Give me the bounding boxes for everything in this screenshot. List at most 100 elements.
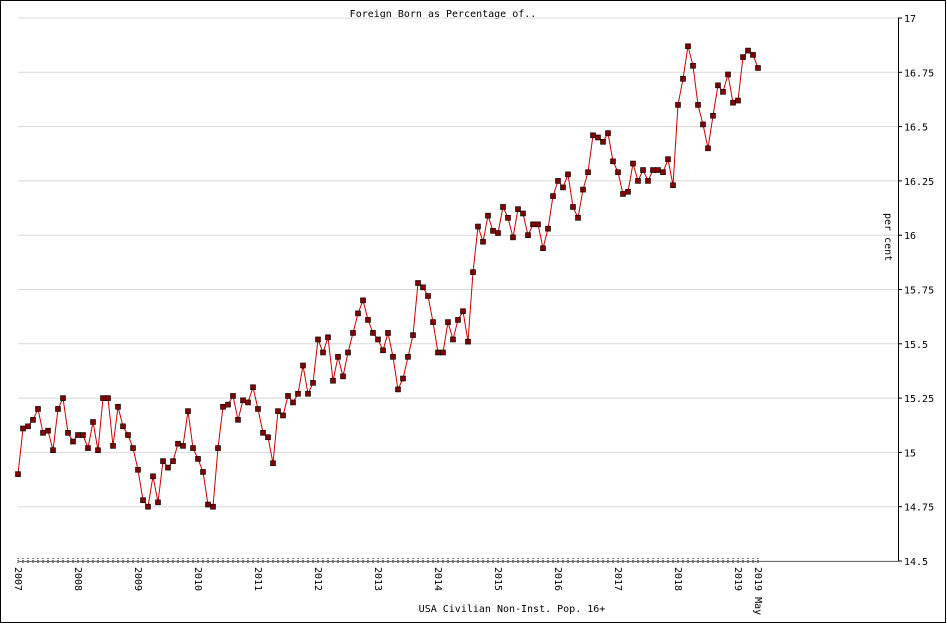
data-point <box>745 47 751 54</box>
data-point <box>705 145 711 152</box>
y-axis-label: per cent <box>882 213 893 261</box>
data-point <box>515 206 521 212</box>
data-point <box>150 473 156 480</box>
data-point <box>570 204 576 210</box>
data-point <box>15 471 21 477</box>
data-point <box>190 445 196 451</box>
data-point <box>645 178 651 184</box>
data-point <box>710 112 716 119</box>
data-point <box>155 499 161 506</box>
x-axis-label: USA Civilian Non-Inst. Pop. 16+ <box>419 604 606 615</box>
data-point <box>260 430 266 436</box>
data-point <box>510 234 516 241</box>
data-point <box>625 188 631 195</box>
data-point <box>530 221 536 228</box>
x-tick-label: 2012 <box>312 567 323 591</box>
data-point <box>320 349 326 356</box>
data-point <box>490 228 496 234</box>
data-point <box>240 397 246 404</box>
x-tick-label: 2007 <box>12 567 23 591</box>
data-point <box>180 443 186 449</box>
data-point <box>360 297 366 304</box>
data-point <box>25 423 31 430</box>
data-point <box>590 132 596 139</box>
data-point <box>610 158 616 165</box>
data-point <box>375 336 381 343</box>
data-point <box>725 71 731 78</box>
data-point <box>670 182 676 189</box>
data-point <box>30 417 36 423</box>
data-point <box>100 395 106 401</box>
data-point <box>130 445 136 451</box>
data-point <box>600 139 606 145</box>
data-point <box>380 347 386 354</box>
data-point <box>700 121 706 128</box>
data-point <box>350 330 356 336</box>
data-point <box>735 97 741 104</box>
data-point <box>500 204 506 210</box>
chart-title: Foreign Born as Percentage of.. <box>350 9 537 20</box>
data-point <box>270 460 276 467</box>
data-point <box>205 501 211 508</box>
data-point <box>385 330 391 336</box>
data-point <box>300 362 306 369</box>
data-point <box>235 417 241 423</box>
y-tick-label: 16.5 <box>904 123 928 134</box>
data-point <box>730 99 736 106</box>
x-tick-label: 2015 <box>492 567 503 591</box>
data-point <box>390 354 396 360</box>
y-tick-label: 16 <box>904 231 916 242</box>
data-point <box>465 338 471 345</box>
data-point <box>45 427 51 434</box>
data-point <box>35 406 41 412</box>
data-point <box>630 160 636 167</box>
x-tick-label: 2016 <box>552 567 563 591</box>
data-point <box>560 184 566 191</box>
data-point <box>640 167 646 173</box>
data-point <box>635 178 641 184</box>
data-point <box>455 317 461 323</box>
data-point <box>400 375 406 382</box>
y-tick-label: 16.25 <box>904 177 934 188</box>
data-point <box>120 423 126 430</box>
data-point <box>535 221 541 228</box>
data-point <box>420 284 426 291</box>
data-point <box>660 169 666 176</box>
data-point <box>430 319 436 325</box>
data-point <box>195 456 201 462</box>
data-point <box>720 89 726 95</box>
data-point <box>460 308 466 315</box>
data-point <box>395 386 401 393</box>
data-point <box>345 349 351 356</box>
data-point <box>200 469 206 475</box>
data-point <box>445 319 451 325</box>
data-point <box>95 447 101 454</box>
x-tick-label: 2011 <box>252 567 263 591</box>
data-point <box>140 497 146 503</box>
data-point <box>355 310 361 317</box>
data-point <box>305 390 311 397</box>
x-tick-label: 2008 <box>72 567 83 591</box>
data-point <box>585 169 591 176</box>
data-point <box>480 238 486 245</box>
data-point <box>495 230 501 236</box>
data-point <box>75 432 81 438</box>
data-point <box>650 167 656 173</box>
data-point <box>185 408 191 414</box>
data-point <box>115 403 121 410</box>
data-point <box>255 406 261 412</box>
data-point <box>230 393 236 399</box>
data-point <box>550 193 556 199</box>
data-point <box>475 223 481 230</box>
x-tick-label: 2009 <box>132 567 143 591</box>
data-point <box>40 430 46 436</box>
data-point <box>125 432 131 438</box>
data-point <box>575 215 581 221</box>
data-point <box>310 380 316 386</box>
data-point <box>410 332 416 338</box>
data-point <box>505 215 511 221</box>
data-point <box>690 62 696 69</box>
x-tick-label: 2019 May <box>752 567 763 615</box>
